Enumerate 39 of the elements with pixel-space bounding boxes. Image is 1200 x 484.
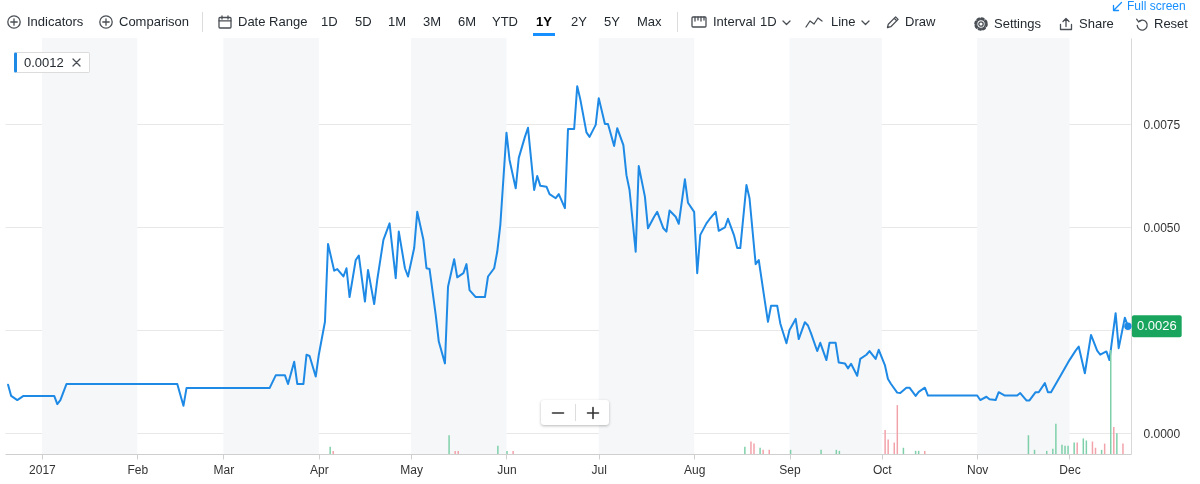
tag-chip: 0.0012	[14, 52, 90, 73]
text: Indicators	[27, 14, 84, 30]
text: 2Y	[571, 14, 587, 30]
text: 5D	[355, 14, 372, 30]
annotation: 0.0026	[1136, 318, 1177, 334]
x-tick-label: Sep	[779, 462, 802, 477]
x-tick-label: Dec	[1059, 462, 1081, 477]
x-tick-label: Feb	[127, 462, 149, 477]
x-tick-label: Apr	[309, 462, 329, 477]
text: Share	[1079, 16, 1114, 32]
text: 1D	[760, 14, 777, 30]
text: Settings	[994, 16, 1041, 32]
text: YTD	[492, 14, 518, 30]
x-tick-label: Aug	[683, 462, 706, 477]
text: 1Y	[536, 14, 552, 30]
text: Reset	[1154, 16, 1188, 32]
text: 1D	[321, 14, 338, 30]
text: 5Y	[604, 14, 620, 30]
text: Line	[831, 14, 856, 30]
text: 6M	[458, 14, 477, 30]
text: 3M	[423, 14, 442, 30]
y-tick-label: 0.0075	[1143, 118, 1181, 132]
x-tick-label: 2017	[29, 462, 57, 477]
x-tick-label: May	[400, 462, 423, 477]
x-tick-label: Jul	[591, 462, 607, 477]
x-tick-label: Mar	[213, 462, 235, 477]
y-tick-label: 0.0050	[1143, 220, 1181, 235]
text: 1M	[388, 14, 407, 30]
text: Max	[637, 14, 662, 30]
text: Draw	[905, 14, 936, 30]
annotation: 0.0012	[24, 55, 64, 71]
x-tick-label: Jun	[497, 462, 517, 477]
x-tick-label: Nov	[967, 462, 989, 477]
x-tick-label: Oct	[872, 462, 893, 477]
text: Interval	[713, 14, 756, 30]
text: Comparison	[119, 14, 190, 30]
y-tick-label: 0.0000	[1143, 426, 1181, 441]
text: Full screen	[1127, 0, 1186, 13]
text: Date Range	[238, 14, 308, 30]
